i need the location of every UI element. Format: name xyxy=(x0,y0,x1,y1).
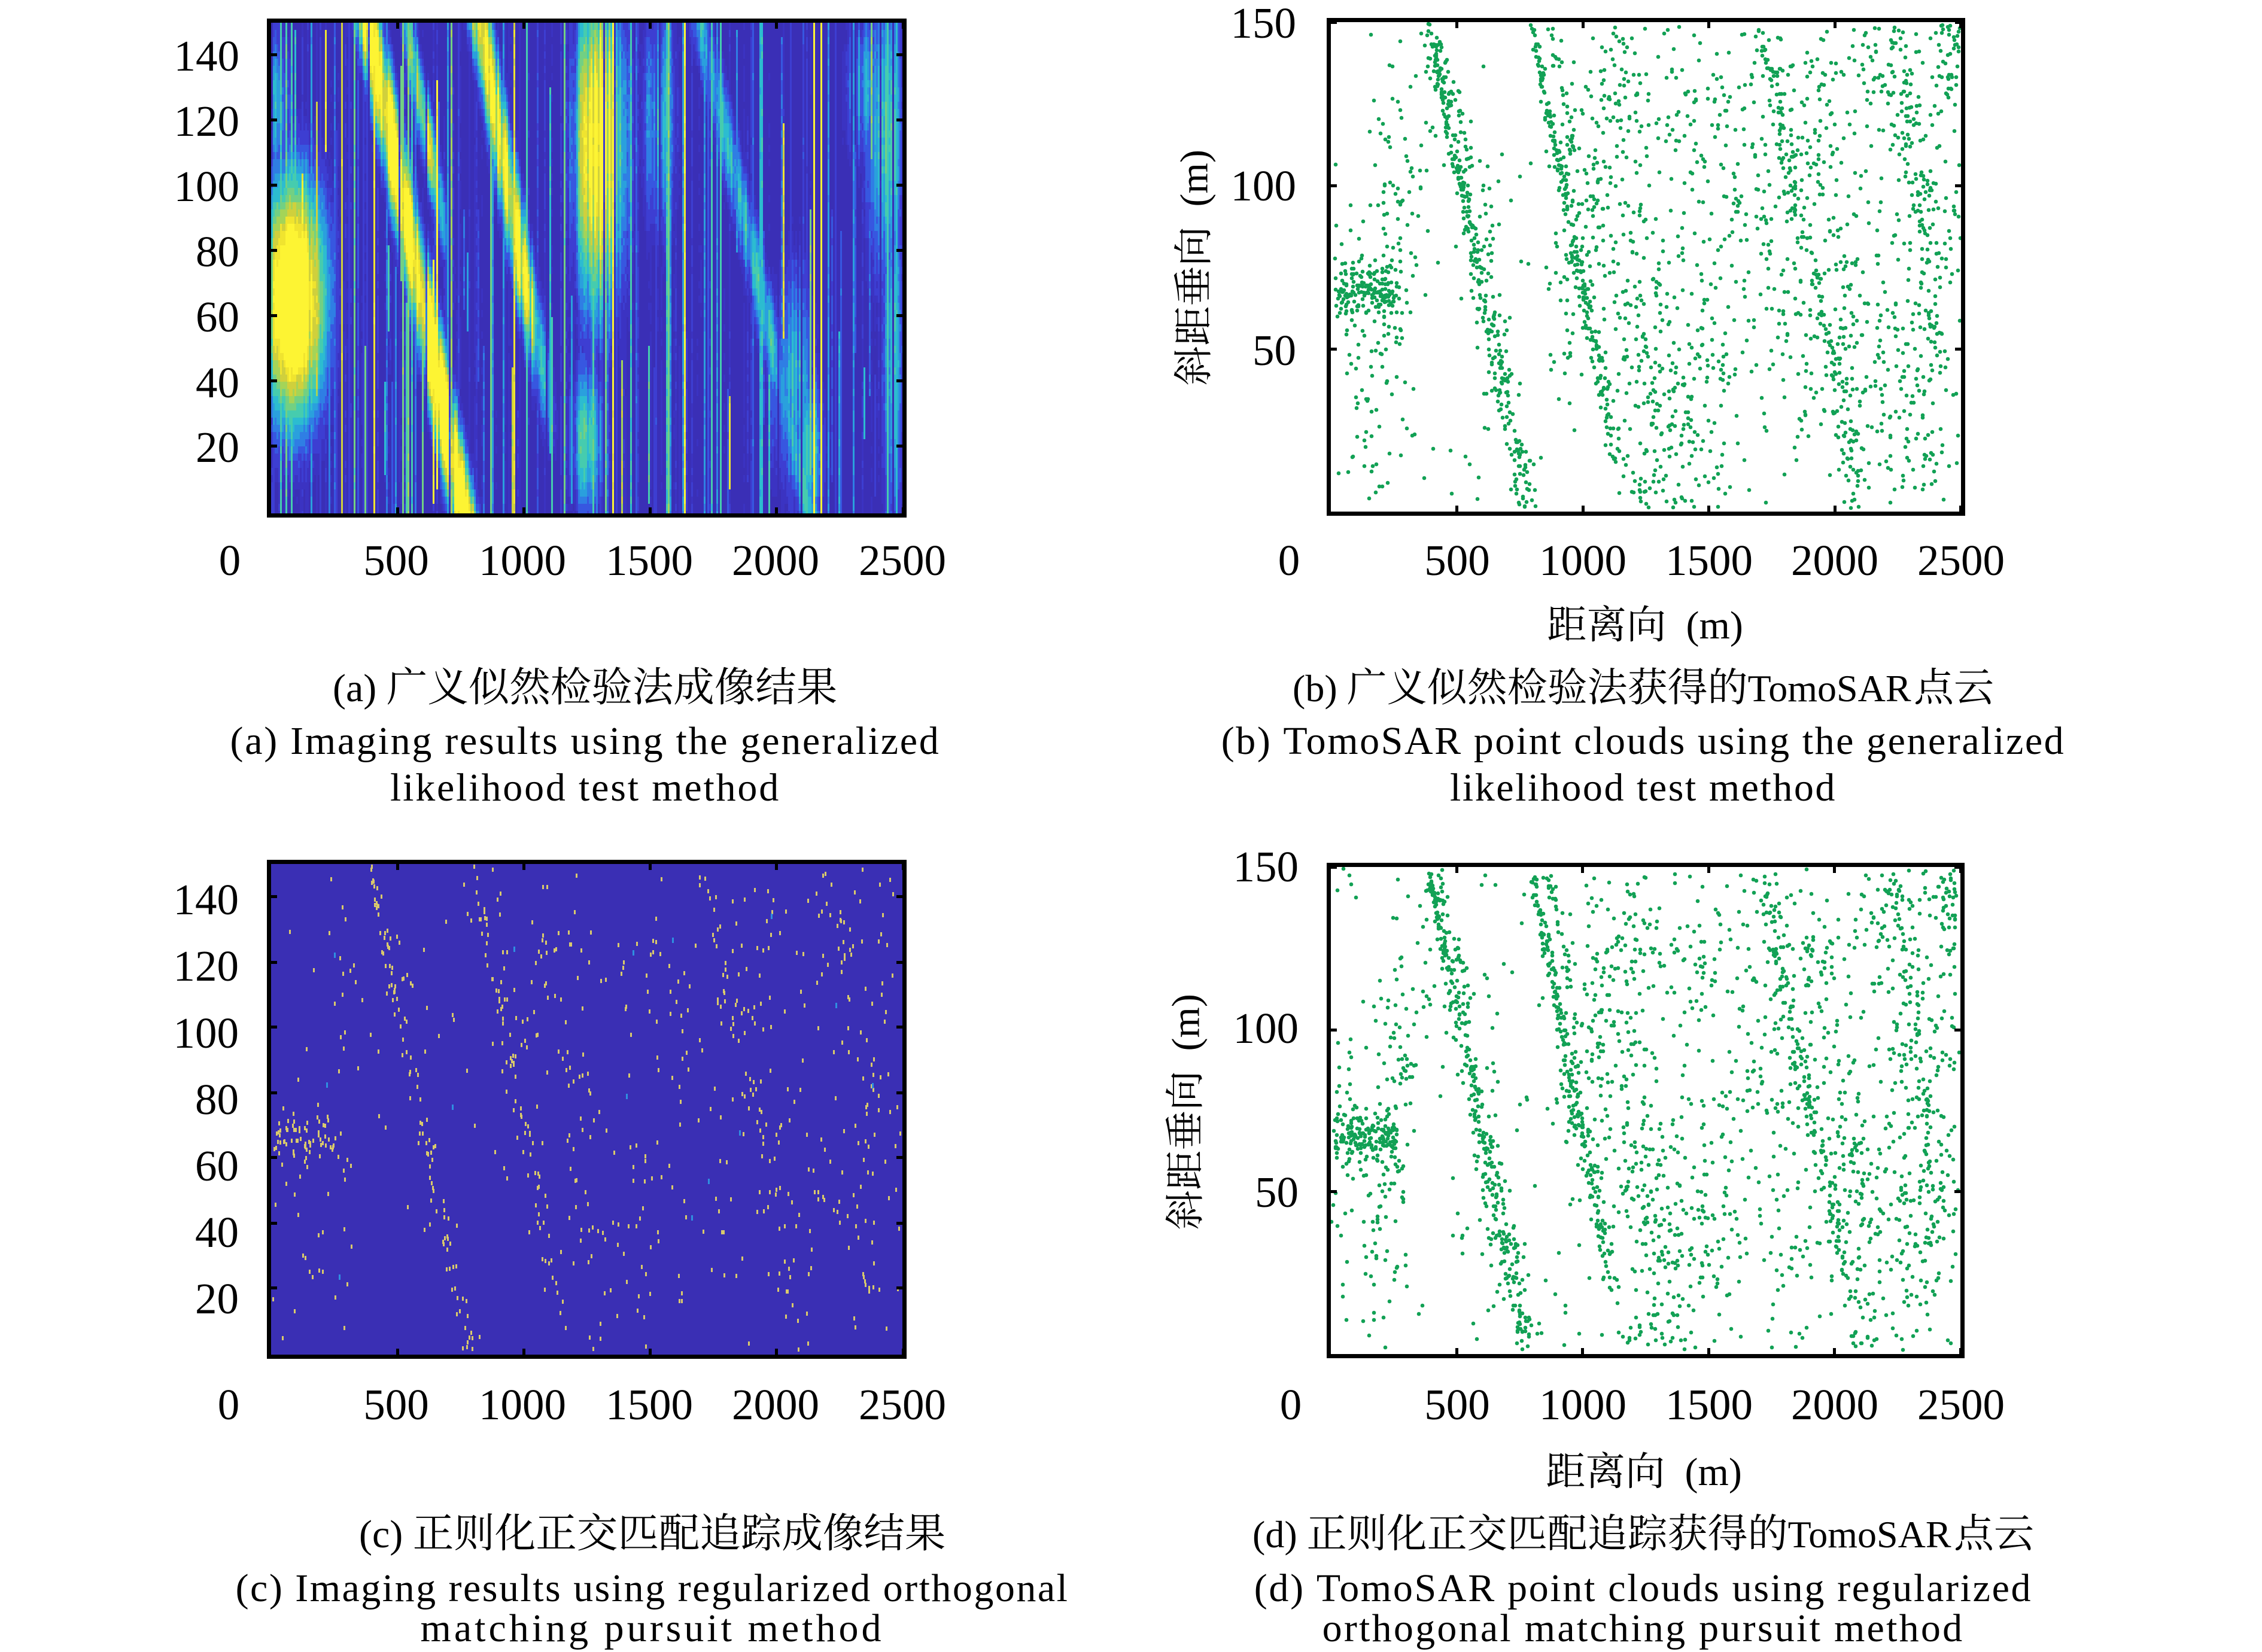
svg-text:TomoSAR: TomoSAR xyxy=(1748,667,1911,710)
svg-text:TomoSAR: TomoSAR xyxy=(1788,1513,1951,1556)
svg-text:(m): (m) xyxy=(1667,604,1743,647)
svg-text:(d): (d) xyxy=(1252,1513,1307,1556)
svg-text:(m): (m) xyxy=(1665,1450,1742,1494)
svg-text:(m): (m) xyxy=(1165,994,1208,1070)
svg-text:(b): (b) xyxy=(1293,667,1347,710)
svg-text:(c): (c) xyxy=(359,1513,413,1556)
svg-text:(m): (m) xyxy=(1173,150,1217,226)
svg-text:(a): (a) xyxy=(333,667,387,710)
